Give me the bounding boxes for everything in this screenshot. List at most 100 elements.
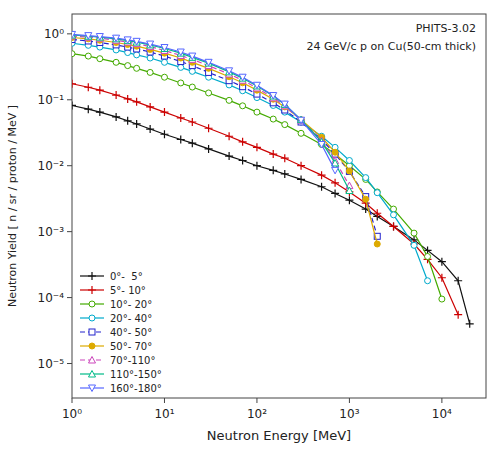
y-tick-label: 10⁻⁵ <box>38 357 65 371</box>
point <box>346 157 352 163</box>
point <box>161 74 167 80</box>
y-tick-label: 10⁻² <box>38 159 65 173</box>
series-line <box>72 36 349 186</box>
annotation: 24 GeV/c p on Cu(50-cm thick) <box>307 40 476 53</box>
legend-marker <box>89 315 95 321</box>
series <box>72 32 353 194</box>
point <box>189 53 196 60</box>
x-tick <box>164 398 165 403</box>
point <box>72 51 75 57</box>
point <box>85 53 91 59</box>
point <box>134 65 140 71</box>
point <box>281 101 288 108</box>
point <box>331 179 339 187</box>
point <box>239 156 247 164</box>
point <box>332 149 338 155</box>
point <box>239 75 246 82</box>
point <box>161 45 168 52</box>
point <box>270 93 277 100</box>
point <box>297 162 305 170</box>
x-axis-label: Neutron Energy [MeV] <box>207 428 351 443</box>
series <box>72 37 380 240</box>
legend-label: 20°- 40° <box>110 313 152 324</box>
point <box>239 138 247 146</box>
point <box>439 296 445 302</box>
series <box>72 101 474 327</box>
point <box>281 154 289 162</box>
y-tick-label: 10⁻⁴ <box>38 291 65 305</box>
point <box>319 141 325 147</box>
plot-area <box>72 31 474 327</box>
point <box>281 170 289 178</box>
point <box>225 152 233 160</box>
legend-label: 70°-110° <box>110 355 155 366</box>
point <box>177 114 185 122</box>
legend-label: 110°-150° <box>110 369 162 380</box>
point <box>134 52 140 58</box>
point <box>318 183 326 191</box>
point <box>411 242 417 248</box>
y-tick <box>67 231 72 232</box>
point <box>253 82 260 89</box>
point <box>96 86 104 94</box>
point <box>239 74 246 81</box>
point <box>147 55 153 61</box>
series-line <box>72 84 458 315</box>
point <box>133 98 141 106</box>
y-tick-label: 10⁰ <box>44 27 64 41</box>
point <box>133 38 140 45</box>
x-tick-label: 10³ <box>339 407 359 421</box>
legend-marker <box>88 286 96 294</box>
point <box>269 150 277 158</box>
legend-marker <box>89 301 95 307</box>
point <box>269 166 277 174</box>
point <box>160 130 168 138</box>
x-tick <box>441 398 442 403</box>
y-tick <box>67 363 72 364</box>
legend-marker <box>89 385 96 392</box>
point <box>298 117 305 124</box>
y-tick-label: 10⁻³ <box>38 225 65 239</box>
point <box>206 90 212 96</box>
point <box>113 35 120 42</box>
point <box>146 103 154 111</box>
legend-marker <box>89 329 95 335</box>
series-line <box>72 35 349 191</box>
point <box>411 230 417 236</box>
y-tick <box>67 99 72 100</box>
series-line <box>72 105 470 323</box>
series <box>72 40 431 284</box>
point <box>225 132 233 140</box>
annotation: PHITS-3.02 <box>416 22 476 35</box>
y-tick <box>67 33 72 34</box>
point <box>438 258 446 266</box>
chart: 10⁰10¹10²10³10⁴10⁻⁵10⁻⁴10⁻³10⁻²10⁻¹10⁰Ne… <box>0 0 500 451</box>
point <box>391 212 397 218</box>
x-tick-label: 10⁴ <box>432 407 452 421</box>
point <box>282 122 288 128</box>
legend-label: 50°- 70° <box>110 341 152 352</box>
point <box>346 187 353 194</box>
point <box>177 135 185 143</box>
point <box>253 82 260 89</box>
point <box>373 209 381 217</box>
legend-marker <box>88 272 96 280</box>
point <box>226 68 233 75</box>
point <box>363 196 369 202</box>
point <box>124 117 132 125</box>
legend-label: 40°- 50° <box>110 327 152 338</box>
point <box>331 189 339 197</box>
series-line <box>72 34 335 170</box>
point <box>454 311 462 319</box>
point <box>189 84 195 90</box>
point <box>96 34 103 41</box>
y-tick-label: 10⁻¹ <box>38 93 65 107</box>
legend-marker <box>89 343 95 349</box>
point <box>332 167 339 174</box>
series <box>72 51 445 302</box>
background <box>0 0 500 451</box>
point <box>205 145 213 153</box>
point <box>254 109 260 115</box>
x-tick <box>256 398 257 403</box>
x-tick-label: 10² <box>247 407 267 421</box>
